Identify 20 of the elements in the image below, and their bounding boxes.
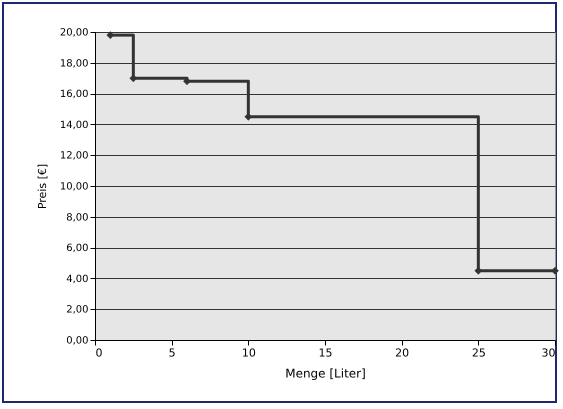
x-tick-label: 30 bbox=[542, 346, 556, 360]
x-tick-label: 0 bbox=[96, 346, 102, 360]
x-tick-label: 20 bbox=[395, 346, 410, 360]
y-tick-label: 16,00 bbox=[60, 89, 88, 100]
x-tick-label: 15 bbox=[318, 346, 332, 360]
x-tick-label: 25 bbox=[472, 346, 486, 360]
x-tick-label: 10 bbox=[242, 346, 256, 360]
y-tick-label: 6,00 bbox=[66, 243, 88, 254]
y-tick-label: 18,00 bbox=[60, 58, 88, 70]
y-tick-label: 0,00 bbox=[66, 336, 88, 346]
y-tick-label: 4,00 bbox=[66, 274, 88, 285]
y-tick-label: 14,00 bbox=[60, 120, 88, 131]
y-axis-title: Preis [€] bbox=[36, 164, 49, 210]
y-tick-label: 12,00 bbox=[60, 150, 88, 162]
y-tick-label: 10,00 bbox=[60, 182, 88, 192]
y-tick-label: 8,00 bbox=[66, 212, 88, 224]
x-tick-label: 5 bbox=[168, 346, 176, 360]
y-tick-label: 20,00 bbox=[60, 28, 88, 38]
y-tick-label: 2,00 bbox=[66, 304, 88, 316]
x-axis-title: Menge [Liter] bbox=[285, 366, 366, 380]
